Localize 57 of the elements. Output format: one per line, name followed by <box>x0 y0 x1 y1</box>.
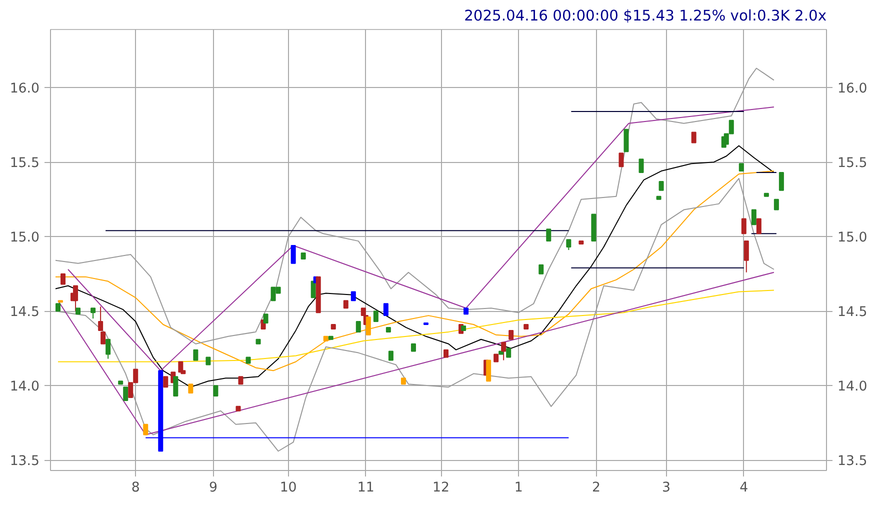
candlestick <box>741 218 746 234</box>
candlestick <box>106 338 111 360</box>
candlestick <box>90 308 96 320</box>
candlestick <box>778 172 784 191</box>
candlestick <box>383 303 388 316</box>
line-series <box>55 145 774 388</box>
candlestick <box>486 360 492 382</box>
candlestick <box>366 316 371 336</box>
y2-tick-label: 15.5 <box>838 156 868 172</box>
y2-tick-label: 14.5 <box>838 305 868 320</box>
x-tick-label: 12 <box>432 480 450 496</box>
candlestick <box>756 218 762 234</box>
candlestick <box>546 228 552 242</box>
candlestick <box>638 158 644 174</box>
y-tick-label: 15.5 <box>10 156 40 172</box>
candlestick <box>751 209 756 226</box>
y-tick-label: 14.5 <box>10 305 40 320</box>
x-tick-label: 4 <box>740 480 748 496</box>
candlestick <box>356 321 361 332</box>
x-tick-label: 2 <box>592 480 600 496</box>
chart-title: 2025.04.16 00:00:00 $15.43 1.25% vol:0.3K 2.0x <box>464 8 827 24</box>
candlestick <box>744 240 749 273</box>
x-tick-label: 8 <box>131 480 140 496</box>
candlestick <box>566 239 572 250</box>
candlestick <box>373 310 378 322</box>
y-tick-label: 15.0 <box>10 230 40 246</box>
candlestick <box>290 245 296 264</box>
y-tick-label: 16.0 <box>10 82 40 97</box>
line-series <box>58 290 774 362</box>
x-tick-label: 11 <box>357 480 374 496</box>
y2-tick-label: 16.0 <box>838 82 868 97</box>
line-series <box>68 106 774 372</box>
line-series <box>55 68 774 344</box>
candlestick <box>178 361 184 373</box>
y-tick-label: 14.0 <box>10 380 40 395</box>
y2-tick-label: 15.0 <box>838 230 868 246</box>
x-tick-label: 1 <box>514 480 523 496</box>
line-series <box>55 178 774 452</box>
x-tick-label: 10 <box>280 480 297 496</box>
candlestick <box>60 273 66 285</box>
candlestick <box>143 424 148 436</box>
y2-tick-label: 13.5 <box>838 454 868 470</box>
line-series <box>55 170 774 372</box>
candlestick <box>163 376 168 388</box>
x-tick-label: 3 <box>662 480 671 496</box>
candlestick <box>173 376 178 397</box>
candlestick <box>193 349 198 361</box>
candlestick <box>624 128 629 152</box>
y2-tick-label: 14.0 <box>838 380 868 395</box>
candlestick <box>774 198 779 210</box>
y-tick-label: 13.5 <box>10 454 40 470</box>
x-tick-label: 9 <box>208 480 218 496</box>
candlestick <box>123 386 128 401</box>
candlestick <box>213 385 218 397</box>
candlestick <box>618 152 624 168</box>
candlestick <box>691 132 696 144</box>
candlestick <box>310 280 316 298</box>
